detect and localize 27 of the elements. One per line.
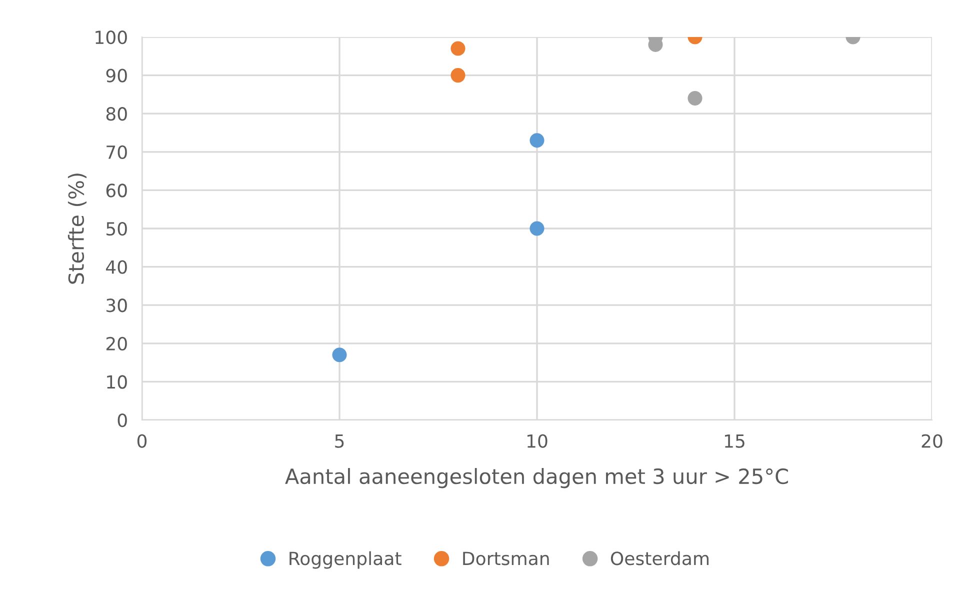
y-tick-label: 80 [106, 107, 127, 121]
x-tick-label: 5 [335, 434, 344, 448]
y-tick-label: 10 [107, 375, 127, 389]
y-tick-label: 70 [106, 145, 127, 160]
y-tick-label: 50 [106, 222, 127, 236]
point [450, 41, 466, 56]
x-axis-title: Aantal aaneengesloten dagen met 3 uur > 25°C [285, 468, 788, 488]
point [688, 90, 702, 106]
legend-label: Roggenplaat [290, 551, 402, 569]
point [450, 68, 466, 83]
y-tick-label: 90 [106, 68, 127, 82]
y-tick-label: 20 [106, 336, 127, 351]
y-tick-label: 40 [106, 260, 127, 274]
y-tick-label: 100 [96, 30, 127, 44]
y-tick-label: 60 [106, 184, 127, 198]
x-tick-label: 15 [724, 434, 744, 448]
y-tick-label: 30 [106, 298, 127, 312]
point [530, 133, 544, 148]
y-tick-label: 0 [118, 413, 127, 428]
x-tick-label: 20 [922, 434, 942, 448]
legend-label: Oesterdam [610, 551, 709, 566]
point [530, 221, 544, 236]
y-axis-title: Sterfte (%) [68, 174, 87, 284]
x-tick-label: 10 [527, 434, 548, 448]
point [332, 348, 347, 362]
x-tick-label: 0 [137, 434, 147, 448]
legend-label: Dortsman [463, 552, 549, 566]
